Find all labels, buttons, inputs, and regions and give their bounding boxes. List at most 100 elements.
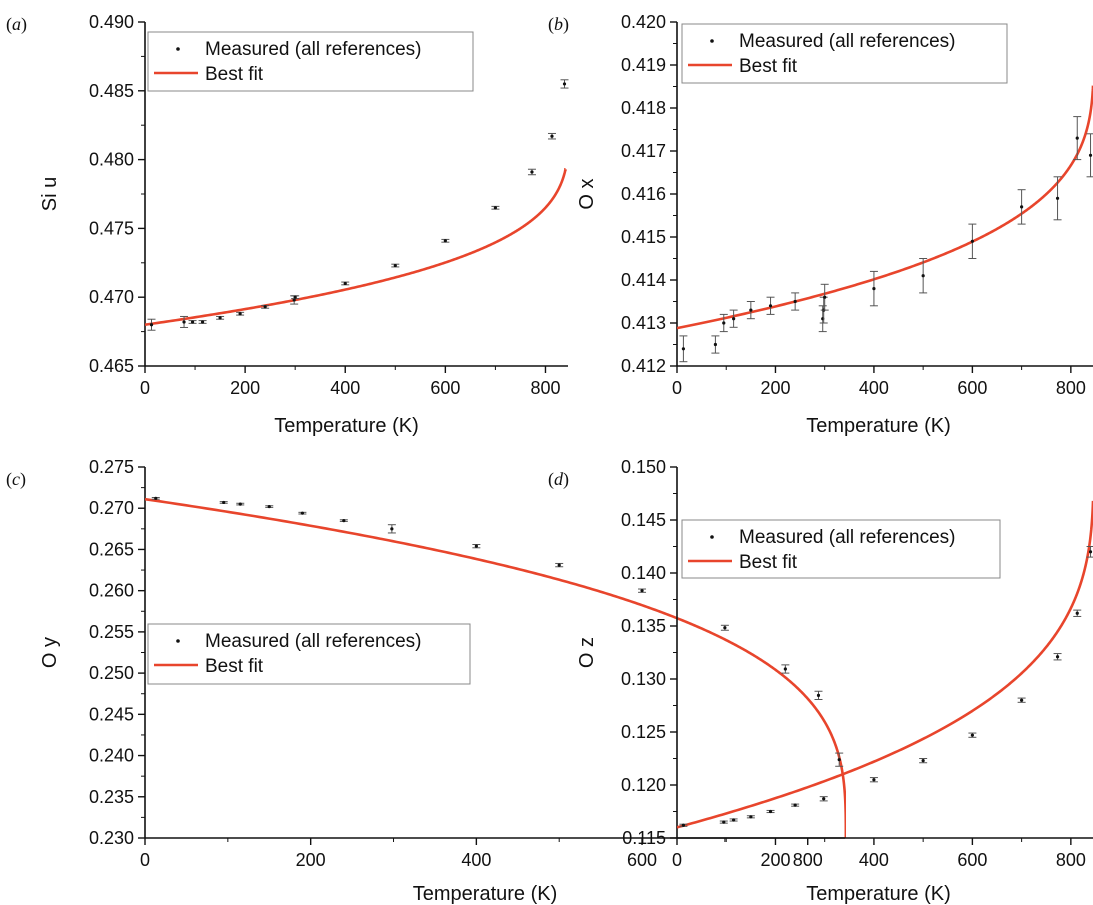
y-tick-label: 0.240 [89, 746, 134, 766]
y-tick-label: 0.245 [89, 704, 134, 724]
legend-marker-measured [710, 535, 714, 539]
x-tick-label: 800 [1056, 378, 1086, 398]
y-tick-label: 0.235 [89, 787, 134, 807]
data-point [530, 170, 534, 174]
y-tick-label: 0.465 [89, 356, 134, 376]
data-point [393, 263, 397, 268]
y-tick-label: 0.485 [89, 81, 134, 101]
panel-label: (c) [6, 469, 26, 490]
legend-label-fit: Best fit [205, 64, 264, 85]
data-point [1088, 550, 1093, 554]
x-axis-title: Temperature (K) [413, 883, 558, 905]
data-point [1020, 205, 1024, 209]
x-tick-label: 0 [672, 850, 682, 870]
data-point [723, 626, 727, 630]
x-tick-label: 800 [793, 850, 823, 870]
data-point [443, 239, 447, 243]
y-tick-label: 0.275 [89, 457, 134, 477]
legend-label-measured: Measured (all references) [739, 527, 955, 548]
x-tick-label: 200 [760, 850, 790, 870]
y-tick-label: 0.115 [622, 828, 666, 848]
panel-label-open: ( [6, 14, 12, 35]
data-point [822, 797, 826, 801]
y-tick-label: 0.150 [621, 457, 666, 477]
y-tick-label: 0.270 [89, 498, 134, 518]
data-point [768, 304, 773, 308]
y-tick-label: 0.475 [89, 218, 134, 238]
data-point [300, 511, 304, 515]
data-point [222, 500, 226, 505]
data-point [238, 502, 242, 506]
legend: Measured (all references) Best fit [147, 623, 471, 685]
data-point [713, 342, 718, 347]
plot-area [677, 500, 1093, 829]
y-tick-label: 0.265 [89, 539, 134, 559]
y-tick-label: 0.414 [621, 270, 666, 290]
y-tick-label: 0.145 [621, 510, 666, 530]
legend: Measured (all references) Best fit [681, 519, 1001, 579]
x-axis-title: Temperature (K) [274, 415, 419, 437]
x-tick-label: 400 [859, 378, 889, 398]
chart-panel-c: (c)0.2300.2350.2400.2450.2500.2550.2600.… [6, 457, 846, 905]
data-point [816, 693, 821, 697]
chart-panel-b: (b) 0.412 0.413 0.414 0.415 0.416 0.417 0.418 0.… [548, 12, 1093, 437]
x-tick-label: 200 [230, 378, 260, 398]
best-fit-curve [145, 168, 567, 327]
legend-box [681, 519, 1001, 579]
legend-marker-measured [176, 47, 180, 51]
data-point [200, 320, 205, 324]
data-point [557, 563, 561, 567]
data-point [238, 312, 242, 316]
panel-label-close: ) [563, 14, 569, 35]
data-point [1075, 611, 1079, 615]
best-fit-curve [677, 500, 1093, 829]
y-tick-label: 0.420 [621, 12, 666, 32]
data-point [218, 316, 222, 320]
x-tick-label: 400 [461, 850, 491, 870]
data-point [681, 347, 686, 351]
y-tick-label: 0.470 [89, 287, 134, 307]
panel-label-close: ) [21, 14, 27, 35]
y-tick-label: 0.417 [621, 141, 666, 161]
y-axis-title: O z [576, 637, 598, 668]
panel-label: (b) [548, 14, 569, 35]
data-point [921, 759, 925, 763]
y-tick-label: 0.130 [621, 669, 666, 689]
legend-label-measured: Measured (all references) [205, 39, 421, 60]
data-point [293, 295, 297, 299]
y-axis-title: O x [576, 178, 598, 209]
x-tick-label: 0 [140, 850, 150, 870]
panel-label-letter: a [12, 14, 21, 34]
x-tick-label: 600 [957, 378, 987, 398]
panel-label-open: ( [548, 469, 554, 490]
data-point [872, 287, 876, 291]
y-tick-label: 0.230 [89, 828, 134, 848]
x-tick-label: 600 [627, 850, 657, 870]
y-tick-label: 0.412 [621, 356, 666, 376]
legend-marker-measured [710, 39, 714, 43]
data-point [149, 323, 154, 327]
panel-label-letter: b [554, 14, 563, 34]
plot-area [677, 85, 1093, 363]
x-tick-label: 0 [672, 378, 682, 398]
data-point [970, 239, 974, 243]
legend-label-fit: Best fit [739, 56, 798, 77]
x-tick-label: 400 [330, 378, 360, 398]
data-point [921, 274, 925, 278]
plot-area [145, 79, 569, 331]
y-tick-label: 0.415 [621, 227, 666, 247]
data-point [872, 778, 876, 782]
y-tick-label: 0.418 [621, 98, 666, 118]
y-tick-label: 0.120 [621, 775, 666, 795]
y-tick-label: 0.260 [89, 581, 134, 601]
x-axis-title: Temperature (K) [806, 415, 951, 437]
data-point [793, 299, 797, 304]
panel-label-close: ) [20, 469, 26, 490]
data-point [823, 295, 827, 299]
data-point [681, 823, 686, 827]
legend-box [147, 623, 471, 685]
data-point [182, 320, 186, 324]
panel-label-letter: c [12, 469, 20, 489]
